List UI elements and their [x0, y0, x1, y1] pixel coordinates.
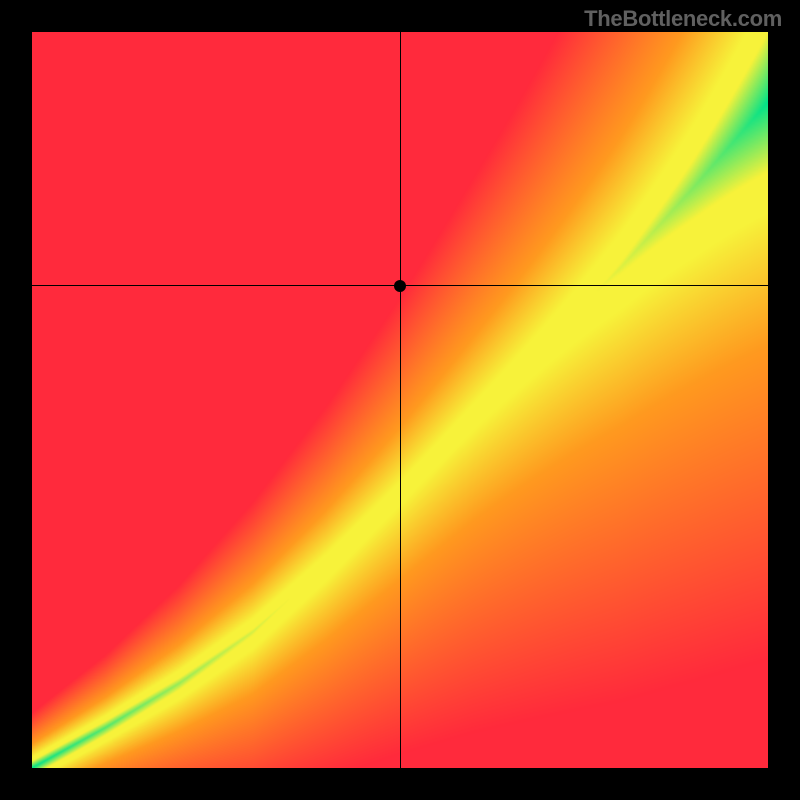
watermark-text: TheBottleneck.com [584, 6, 782, 32]
crosshair-vertical [400, 32, 401, 768]
plot-area [32, 32, 768, 768]
selection-marker [394, 280, 406, 292]
